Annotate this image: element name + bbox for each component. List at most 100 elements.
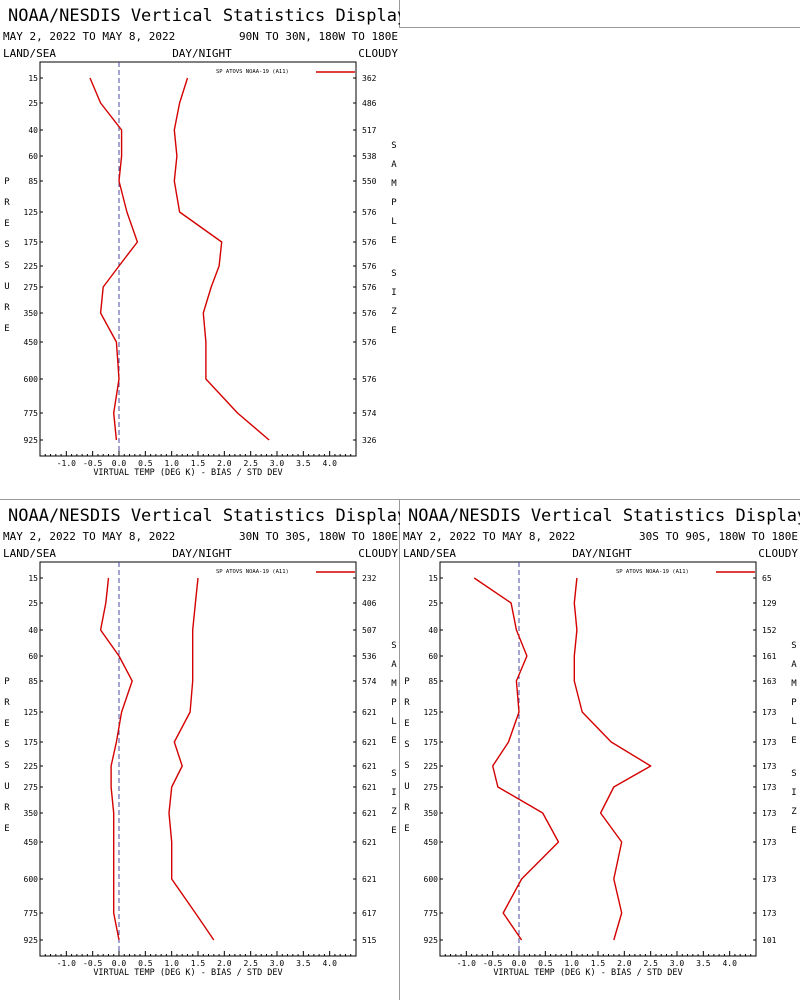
series-line-bias <box>89 77 139 441</box>
sample-size-label: 576 <box>362 238 377 247</box>
x-tick-label: 1.5 <box>191 459 206 468</box>
y2-axis-label-letter: Z <box>391 307 397 317</box>
y2-axis-label-letter: S <box>391 141 396 151</box>
y-axis-label-letter: R <box>404 803 410 813</box>
sample-size-label: 152 <box>762 626 777 635</box>
sample-size-label: 576 <box>362 309 377 318</box>
sample-size-label: 173 <box>762 783 777 792</box>
plot-frame <box>39 561 357 957</box>
x-tick-label: 0.5 <box>138 459 153 468</box>
series-line-std-dev <box>168 577 215 941</box>
sample-size-label: 173 <box>762 738 777 747</box>
x-axis: -1.0 -0.5 0.0 0.5 1.0 1.5 2.0 2.5 3.0 3.5 4.0 <box>39 951 357 968</box>
y-axis-label-letter: S <box>4 240 9 250</box>
y-axis-label-letter: P <box>4 677 10 687</box>
sample-size-label: 617 <box>362 909 377 918</box>
x-tick-label: 0.5 <box>138 959 153 968</box>
pressure-level-label: 450 <box>424 838 439 847</box>
sample-size-label: 486 <box>362 99 377 108</box>
pressure-level-label: 775 <box>424 909 439 918</box>
x-tick-label: 4.0 <box>322 459 337 468</box>
y2-axis-label-letter: M <box>391 679 397 689</box>
pressure-level-label: 600 <box>24 875 39 884</box>
y2-axis-label-letter: L <box>791 717 796 727</box>
sky-label: CLOUDY <box>358 47 398 60</box>
y2-axis-label-letter: A <box>391 160 397 170</box>
sample-size-label: 163 <box>762 677 777 686</box>
sample-size-label: 576 <box>362 338 377 347</box>
x-tick-label: 1.0 <box>164 959 179 968</box>
y-axis-label-letter: E <box>404 719 409 729</box>
sample-size-label: 621 <box>362 838 377 847</box>
sky-label: CLOUDY <box>358 547 398 560</box>
x-tick-label: -0.5 <box>483 959 502 968</box>
x-tick-label: 3.0 <box>270 459 285 468</box>
pressure-level-label: 60 <box>28 152 38 161</box>
date-range: MAY 2, 2022 TO MAY 8, 2022 <box>3 530 175 543</box>
pressure-level-label: 15 <box>28 74 38 83</box>
y-axis-label-letter: E <box>4 824 9 834</box>
y-axis-label-letter: P <box>404 677 410 687</box>
pressure-level-label: 600 <box>24 375 39 384</box>
y-axis-label-letter: U <box>4 782 9 792</box>
pressure-level-label: 925 <box>24 436 39 445</box>
sample-size-label: 621 <box>362 783 377 792</box>
pressure-level-label: 125 <box>24 208 39 217</box>
series-line-bias <box>99 577 133 941</box>
sample-size-label: 101 <box>762 936 777 945</box>
pressure-level-label: 40 <box>28 126 38 135</box>
legend-label: SP ATOVS NOAA-19 (A11) <box>616 569 689 575</box>
pressure-level-label: 25 <box>428 599 438 608</box>
sample-size-label: 576 <box>362 283 377 292</box>
sample-size-label: 621 <box>362 762 377 771</box>
pressure-level-label: 60 <box>428 652 438 661</box>
sample-size-label: 173 <box>762 762 777 771</box>
surface-label: LAND/SEA <box>403 547 456 560</box>
sample-size-label: 326 <box>362 436 377 445</box>
y-axis-label-letter: E <box>4 324 9 334</box>
x-tick-label: -1.0 <box>457 959 476 968</box>
x-tick-label: -1.0 <box>57 459 76 468</box>
y2-axis-label-letter: E <box>391 826 396 836</box>
y2-axis-label-letter: S <box>791 641 796 651</box>
pressure-level-label: 125 <box>24 708 39 717</box>
y2-axis-label-letter: I <box>391 288 396 298</box>
pressure-level-label: 225 <box>424 762 439 771</box>
y2-axis-label-letter: A <box>791 660 797 670</box>
y-axis-label-letter: U <box>404 782 409 792</box>
x-tick-label: -0.5 <box>83 959 102 968</box>
pressure-level-label: 225 <box>24 762 39 771</box>
x-tick-label: 0.0 <box>512 959 527 968</box>
x-tick-label: 2.0 <box>217 459 232 468</box>
pressure-level-label: 350 <box>24 809 39 818</box>
sample-size-label: 173 <box>762 708 777 717</box>
sample-size-label: 576 <box>362 208 377 217</box>
x-axis: -1.0 -0.5 0.0 0.5 1.0 1.5 2.0 2.5 3.0 3.5 4.0 <box>39 451 357 468</box>
sample-size-label: 621 <box>362 738 377 747</box>
x-tick-label: 2.5 <box>243 459 258 468</box>
pressure-level-label: 25 <box>28 99 38 108</box>
sample-size-label: 406 <box>362 599 377 608</box>
sky-label: CLOUDY <box>758 547 798 560</box>
chart-panel-1: NOAA/NESDIS Vertical Statistics Display M… <box>3 6 400 478</box>
pressure-level-label: 40 <box>428 626 438 635</box>
chart-title: NOAA/NESDIS Vertical Statistics Display <box>408 506 800 526</box>
sample-size-label: 173 <box>762 809 777 818</box>
y2-axis-label-letter: P <box>391 698 397 708</box>
x-tick-label: 4.0 <box>722 959 737 968</box>
sample-size-label: 65 <box>762 574 772 583</box>
panel-divider-vertical-top <box>399 0 400 28</box>
pressure-level-label: 275 <box>424 783 439 792</box>
pressure-level-label: 775 <box>24 409 39 418</box>
x-tick-label: 3.5 <box>296 959 311 968</box>
pressure-level-label: 350 <box>424 809 439 818</box>
y-axis-label-letter: E <box>404 824 409 834</box>
x-tick-label: 2.5 <box>243 959 258 968</box>
y2-axis-label-letter: S <box>391 769 396 779</box>
y2-axis-label-letter: E <box>391 736 396 746</box>
pressure-level-label: 775 <box>24 909 39 918</box>
surface-label: LAND/SEA <box>3 47 56 60</box>
y-axis-label-letter: R <box>404 698 410 708</box>
sample-size-label: 576 <box>362 375 377 384</box>
